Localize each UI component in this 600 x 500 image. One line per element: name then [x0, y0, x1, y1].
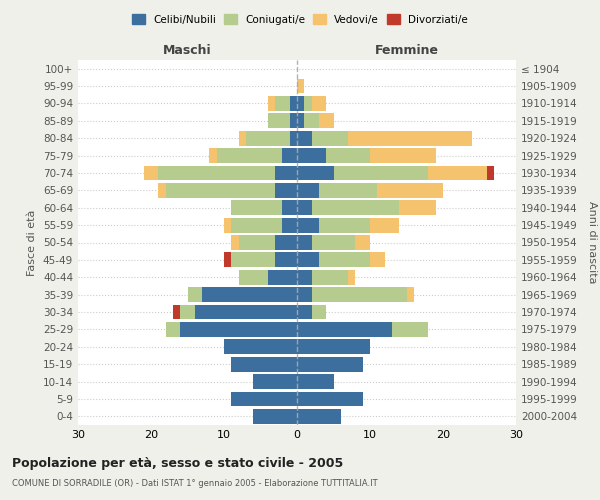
Bar [188, 288, 202, 302]
Y-axis label: Anni di nascita: Anni di nascita [587, 201, 597, 284]
Bar [224, 252, 232, 268]
Bar [487, 166, 494, 180]
Bar [370, 252, 385, 268]
Bar [275, 235, 297, 250]
Bar [297, 340, 370, 354]
Bar [428, 166, 487, 180]
Bar [268, 96, 275, 111]
Bar [209, 148, 217, 163]
Bar [232, 235, 239, 250]
Bar [311, 235, 355, 250]
Y-axis label: Fasce di età: Fasce di età [28, 210, 37, 276]
Legend: Celibi/Nubili, Coniugati/e, Vedovi/e, Divorziati/e: Celibi/Nubili, Coniugati/e, Vedovi/e, Di… [128, 10, 472, 29]
Bar [297, 322, 392, 337]
Bar [355, 235, 370, 250]
Text: Popolazione per età, sesso e stato civile - 2005: Popolazione per età, sesso e stato civil… [12, 458, 343, 470]
Bar [283, 218, 297, 232]
Bar [275, 252, 297, 268]
Bar [326, 148, 370, 163]
Bar [297, 357, 362, 372]
Bar [166, 322, 180, 337]
Bar [173, 304, 180, 320]
Bar [297, 200, 311, 215]
Bar [180, 304, 195, 320]
Text: COMUNE DI SORRADILE (OR) - Dati ISTAT 1° gennaio 2005 - Elaborazione TUTTITALIA.: COMUNE DI SORRADILE (OR) - Dati ISTAT 1°… [12, 479, 377, 488]
Bar [311, 270, 348, 284]
Bar [275, 96, 290, 111]
Bar [232, 357, 297, 372]
Bar [311, 131, 348, 146]
Bar [370, 218, 399, 232]
Bar [297, 374, 334, 389]
Bar [232, 392, 297, 406]
Bar [275, 166, 297, 180]
Bar [290, 96, 297, 111]
Bar [239, 270, 268, 284]
Bar [232, 252, 275, 268]
Bar [297, 114, 304, 128]
Bar [239, 131, 246, 146]
Bar [166, 183, 275, 198]
Bar [158, 166, 275, 180]
Bar [297, 166, 334, 180]
Bar [370, 148, 436, 163]
Bar [319, 218, 370, 232]
Bar [311, 200, 399, 215]
Bar [217, 148, 283, 163]
Bar [297, 252, 319, 268]
Bar [297, 131, 311, 146]
Bar [158, 183, 166, 198]
Bar [319, 183, 377, 198]
Bar [195, 304, 297, 320]
Bar [180, 322, 297, 337]
Bar [319, 252, 370, 268]
Bar [304, 96, 311, 111]
Bar [297, 235, 311, 250]
Bar [246, 131, 290, 146]
Bar [283, 200, 297, 215]
Bar [253, 409, 297, 424]
Bar [334, 166, 428, 180]
Bar [297, 288, 311, 302]
Bar [304, 114, 319, 128]
Bar [297, 218, 319, 232]
Text: Femmine: Femmine [374, 44, 439, 57]
Bar [275, 183, 297, 198]
Bar [290, 114, 297, 128]
Bar [297, 304, 311, 320]
Bar [224, 218, 232, 232]
Bar [311, 288, 407, 302]
Bar [224, 340, 297, 354]
Bar [297, 270, 311, 284]
Bar [268, 114, 290, 128]
Bar [377, 183, 443, 198]
Text: Maschi: Maschi [163, 44, 212, 57]
Bar [297, 96, 304, 111]
Bar [407, 288, 414, 302]
Bar [319, 114, 334, 128]
Bar [311, 96, 326, 111]
Bar [232, 200, 283, 215]
Bar [290, 131, 297, 146]
Bar [297, 183, 319, 198]
Bar [297, 78, 304, 94]
Bar [144, 166, 158, 180]
Bar [392, 322, 428, 337]
Bar [232, 218, 283, 232]
Bar [202, 288, 297, 302]
Bar [297, 392, 362, 406]
Bar [297, 148, 326, 163]
Bar [297, 409, 341, 424]
Bar [348, 131, 472, 146]
Bar [399, 200, 436, 215]
Bar [268, 270, 297, 284]
Bar [253, 374, 297, 389]
Bar [283, 148, 297, 163]
Bar [239, 235, 275, 250]
Bar [311, 304, 326, 320]
Bar [348, 270, 355, 284]
